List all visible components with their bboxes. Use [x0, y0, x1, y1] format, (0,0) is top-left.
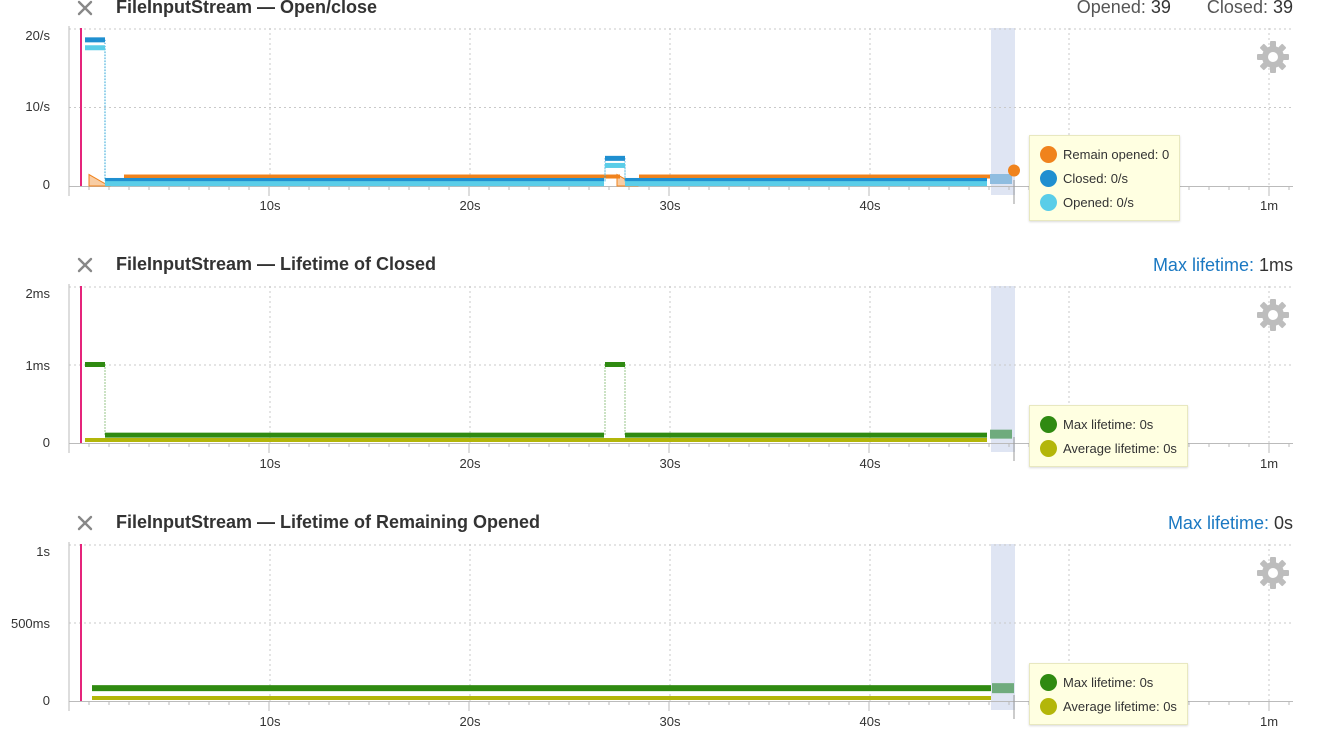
open-close-chart[interactable]	[0, 0, 1321, 240]
legend-label: Closed: 0/s	[1063, 170, 1129, 186]
panel-title: FileInputStream — Lifetime of Closed	[116, 254, 437, 274]
x-tick: 40s	[859, 198, 881, 213]
series-bar	[625, 177, 987, 183]
series-bar	[639, 174, 991, 179]
x-tick: 1m	[1259, 456, 1279, 471]
current-time-band	[991, 286, 1015, 452]
series-bar	[105, 432, 604, 438]
x-tick: 10s	[259, 198, 281, 213]
series-bar	[105, 177, 604, 183]
legend-label: Remain opened: 0	[1063, 146, 1170, 162]
x-tick: 20s	[459, 714, 481, 729]
x-tick: 30s	[659, 198, 681, 213]
x-tick: 20s	[459, 198, 481, 213]
close-icon[interactable]	[76, 256, 94, 274]
series-bar	[605, 162, 625, 168]
series-bar	[85, 362, 105, 367]
x-tick: 1m	[1259, 198, 1279, 213]
x-tick: 10s	[259, 714, 281, 729]
legend-swatch	[1040, 145, 1057, 163]
legend-item: Max lifetime: 0s	[1040, 670, 1177, 694]
legend-label: Opened: 0/s	[1063, 194, 1134, 210]
legend-swatch	[1040, 415, 1057, 433]
series-tail	[990, 174, 1012, 184]
legend-item: Average lifetime: 0s	[1040, 694, 1177, 718]
legend-label: Max lifetime: 0s	[1063, 674, 1154, 690]
y-tick: 0	[42, 693, 50, 708]
series-point	[1008, 164, 1020, 177]
y-tick: 0	[42, 177, 50, 192]
series-bar	[625, 432, 987, 438]
legend-item: Max lifetime: 0s	[1040, 412, 1177, 436]
max-lifetime-label: Max lifetime:	[1167, 513, 1269, 533]
x-tick: 30s	[659, 456, 681, 471]
legend-label: Average lifetime: 0s	[1063, 440, 1177, 456]
y-tick: 1s	[36, 544, 50, 559]
close-icon[interactable]	[76, 0, 94, 17]
y-tick: 0	[42, 435, 50, 450]
series-bar	[92, 696, 991, 700]
close-icon[interactable]	[76, 514, 94, 532]
legend-label: Average lifetime: 0s	[1063, 698, 1177, 714]
x-tick: 40s	[859, 456, 881, 471]
max-lifetime-stat: Max lifetime: 0s	[1168, 513, 1293, 534]
x-tick: 10s	[259, 456, 281, 471]
y-tick: 20/s	[25, 28, 50, 43]
legend-label: Max lifetime: 0s	[1063, 416, 1154, 432]
x-tick: 40s	[859, 714, 881, 729]
legend-item: Opened: 0/s	[1040, 190, 1169, 214]
legend-swatch	[1040, 439, 1057, 457]
series-bar	[85, 37, 105, 43]
max-lifetime-label: Max lifetime:	[1152, 255, 1254, 275]
gear-icon[interactable]	[1254, 38, 1292, 76]
legend-swatch	[1040, 697, 1057, 715]
panel-open-close: FileInputStream — Open/close Opened: 39 …	[0, 0, 1321, 240]
max-lifetime-value: 0s	[1273, 513, 1293, 533]
x-tick: 1m	[1259, 714, 1279, 729]
legend-item: Closed: 0/s	[1040, 166, 1169, 190]
series-bar	[605, 362, 625, 367]
open-close-stats: Opened: 39 Closed: 39	[1077, 0, 1293, 18]
series-tail	[990, 429, 1012, 439]
panel-lifetime-closed: FileInputStream — Lifetime of Closed Max…	[0, 0, 1321, 480]
max-lifetime-stat: Max lifetime: 1ms	[1153, 255, 1293, 276]
chart-legend: Remain opened: 0 Closed: 0/s Opened: 0/s	[1029, 135, 1181, 221]
current-time-band	[991, 544, 1015, 710]
closed-value: 39	[1272, 0, 1293, 17]
opened-label: Opened:	[1076, 0, 1146, 17]
chart-legend: Max lifetime: 0s Average lifetime: 0s	[1029, 405, 1188, 467]
legend-swatch	[1040, 169, 1057, 187]
closed-label: Closed:	[1206, 0, 1268, 17]
max-lifetime-value: 1ms	[1258, 255, 1293, 275]
series-bar	[625, 181, 987, 187]
series-tail	[992, 683, 1014, 694]
series-bar	[85, 45, 105, 51]
y-tick: 1ms	[25, 358, 50, 373]
series-bar	[92, 685, 991, 692]
panel-title: FileInputStream — Lifetime of Remaining …	[116, 512, 541, 532]
opened-value: 39	[1150, 0, 1171, 17]
panel-title: FileInputStream — Open/close	[116, 0, 378, 17]
x-tick: 20s	[459, 456, 481, 471]
legend-item: Average lifetime: 0s	[1040, 436, 1177, 460]
lifetime-closed-chart[interactable]	[0, 0, 1321, 480]
legend-swatch	[1040, 673, 1057, 691]
x-tick: 30s	[659, 714, 681, 729]
legend-item: Remain opened: 0	[1040, 142, 1169, 166]
y-tick: 10/s	[25, 99, 50, 114]
y-tick: 500ms	[10, 616, 50, 631]
gear-icon[interactable]	[1254, 296, 1292, 334]
gear-icon[interactable]	[1254, 554, 1292, 592]
series-bar	[105, 181, 604, 187]
y-tick: 2ms	[25, 286, 50, 301]
series-area	[88, 173, 111, 187]
series-bar	[124, 174, 620, 179]
series-bar	[85, 438, 987, 442]
series-bar	[605, 155, 625, 161]
chart-legend: Max lifetime: 0s Average lifetime: 0s	[1029, 663, 1188, 725]
legend-swatch	[1040, 193, 1057, 211]
